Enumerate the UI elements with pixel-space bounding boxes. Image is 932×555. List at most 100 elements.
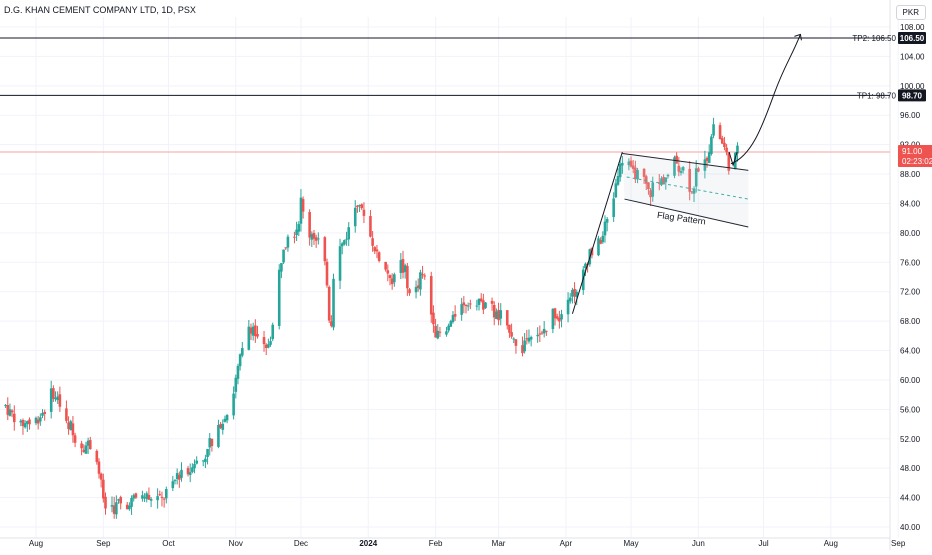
candle-body [295,229,298,236]
candle-body [356,205,359,208]
currency-button[interactable]: PKR [895,5,926,20]
candle-body [551,308,555,330]
x-tick-label: May [623,539,638,548]
candle-body [495,311,498,319]
candle [477,298,481,311]
candle-body [241,348,244,356]
candle-body [399,260,403,273]
candle [464,304,468,314]
candle [629,156,633,168]
candle [540,330,544,335]
candle [453,305,457,321]
candle-body [642,168,646,177]
candle [284,247,288,251]
candle [492,301,496,326]
candle [188,463,192,483]
candle [558,310,561,329]
candle [125,501,129,510]
candle-body [119,497,122,504]
candle-body [477,298,481,305]
candle-body [675,155,678,164]
candle [219,421,222,429]
candle [725,143,728,156]
candle-body [490,300,494,304]
candle-body [725,147,728,153]
candle-body [180,469,183,478]
candle-body [232,393,235,416]
candle-body [332,278,335,328]
candle [34,416,38,426]
candle-body [143,497,146,499]
candle-body [403,265,407,272]
candle [575,289,579,306]
candle-body [414,287,418,293]
candle [599,237,602,245]
candle-body [49,388,53,412]
candle [267,338,270,349]
candle [393,272,396,287]
candle-body [710,136,713,154]
candle-body [388,275,392,279]
candle-body [445,331,448,335]
candle-body [343,240,346,245]
target-price-label: 106.50 [900,34,925,43]
candle-body [206,448,209,458]
candle-body [158,494,162,496]
candle-body [521,345,524,354]
candle-body [165,489,168,499]
candle [269,336,272,347]
candle [512,337,516,344]
candle-body [88,440,92,450]
candle [143,493,146,503]
candle [371,231,374,252]
candle-body [130,498,133,507]
candle [282,249,285,265]
candle-body [149,499,153,501]
candle-body [568,297,572,302]
candle-body [358,205,361,207]
candle-body [110,505,114,507]
candle [618,158,622,182]
candle-body [39,417,42,422]
candle-body [225,415,229,421]
candle [657,174,661,191]
candle [377,251,381,263]
candle [6,397,10,421]
candle [423,273,427,280]
candle [84,441,88,454]
y-tick-label: 48.00 [900,464,921,473]
candle [308,209,311,246]
candle [710,134,713,156]
candle-body [408,289,411,294]
candle [297,221,301,237]
candle-body [453,313,457,317]
y-tick-label: 44.00 [900,494,921,503]
candle-body [657,182,661,184]
candle-body [401,259,405,273]
candle [340,242,344,255]
candle-body [660,178,663,186]
candle [484,301,487,309]
candle [651,176,655,202]
candle [605,216,609,232]
candle [603,215,607,243]
candle-body [67,422,70,429]
candle-body [256,334,259,337]
candle-body [571,289,574,297]
candle-body [553,308,557,319]
candle [369,210,372,238]
candle [642,168,646,184]
candle-body [505,310,509,326]
candle [662,174,665,185]
candle-body [605,218,609,223]
candle [295,221,298,241]
x-tick-label: Aug [29,539,43,548]
candle [54,391,57,402]
candle [560,309,563,328]
candle [688,161,691,201]
candle-body [542,328,546,334]
candle [249,323,253,340]
candle-body [736,145,739,154]
candle [514,339,518,354]
candle [149,496,153,508]
